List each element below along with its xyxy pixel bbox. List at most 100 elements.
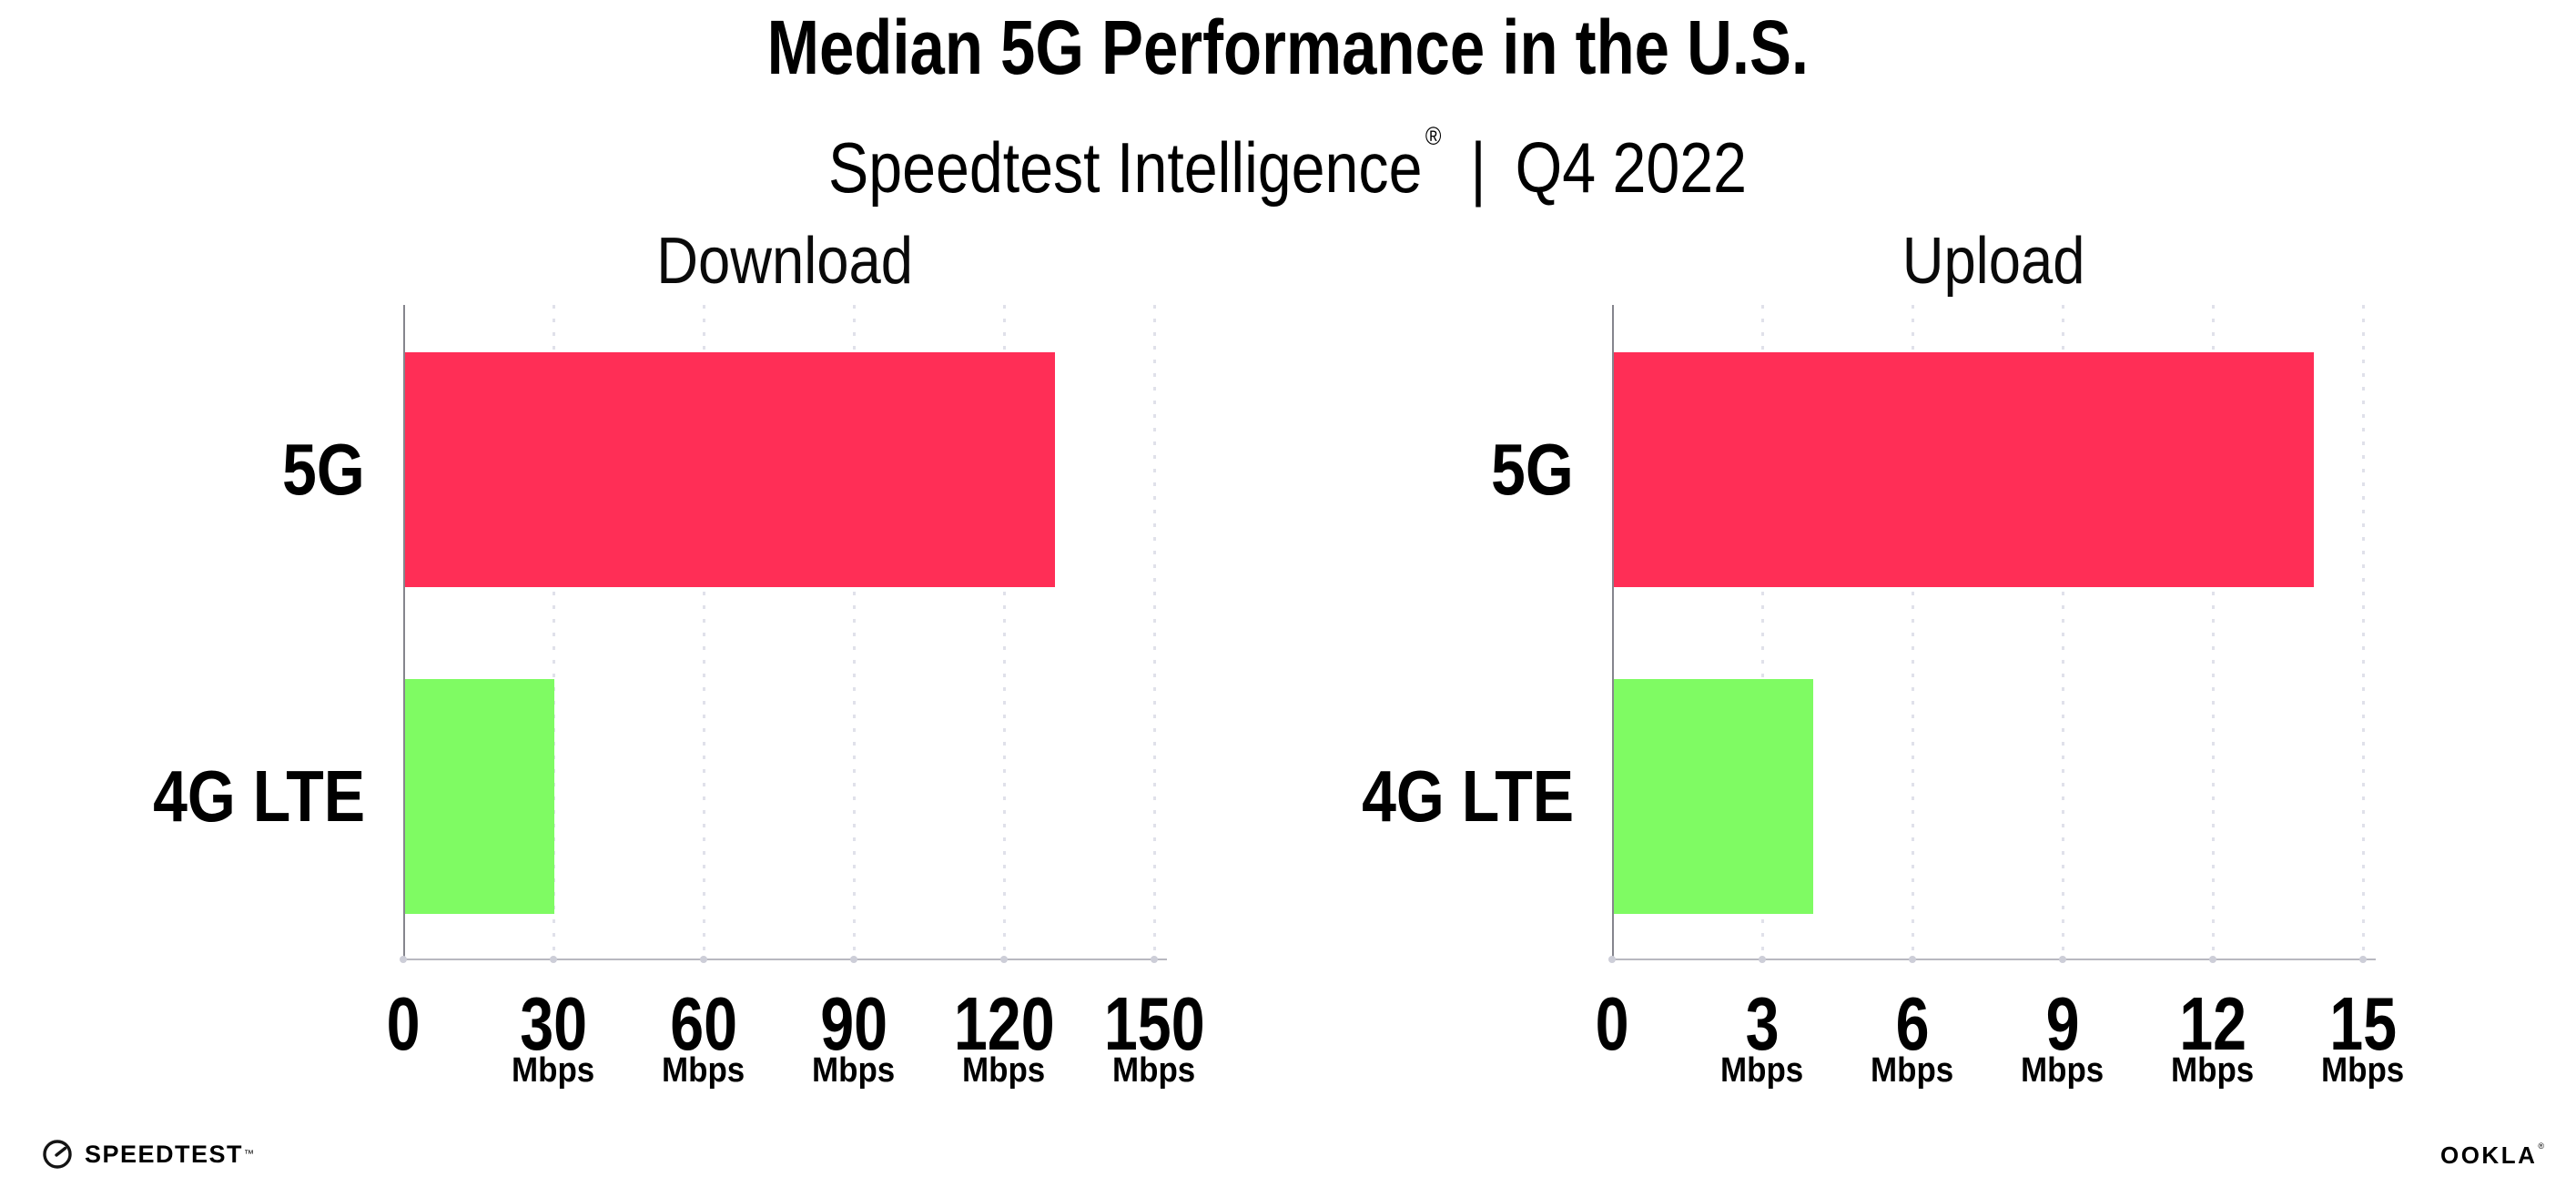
ookla-wordmark: OOKLA — [2439, 1141, 2538, 1169]
bar-5g — [1613, 352, 2314, 587]
tick-unit-3: Mbps — [1662, 1051, 1862, 1090]
gridline-6 — [1912, 305, 1914, 959]
gridline-150 — [1153, 305, 1156, 959]
gridline-120 — [1003, 305, 1006, 959]
tick-label-text: 12 — [2179, 981, 2246, 1066]
download-chart: Download 5G 4G LTE 0 30 Mbps 60 Mbps 90 Mbps 120 M… — [153, 225, 1204, 1090]
trademark-symbol: ™ — [244, 1149, 255, 1160]
tick-unit-text: Mbps — [2321, 1051, 2405, 1090]
tick-label-90: 90 — [754, 986, 954, 1062]
x-axis-line — [401, 959, 1167, 960]
bar-5g — [404, 352, 1055, 587]
chart-title: Download — [403, 225, 1167, 298]
category-label-4g-lte: 4G LTE — [83, 751, 365, 842]
axis-dot-12 — [2209, 956, 2216, 963]
subtitle-separator: | — [1470, 127, 1487, 208]
tick-unit-30: Mbps — [453, 1051, 654, 1090]
gridline-9 — [2062, 305, 2064, 959]
gridline-15 — [2362, 305, 2365, 959]
chart-title-text: Download — [656, 225, 914, 298]
gridline-90 — [853, 305, 856, 959]
category-label-text: 5G — [1491, 429, 1574, 510]
tick-unit-150: Mbps — [1054, 1051, 1254, 1090]
tick-label-12: 12 — [2113, 986, 2313, 1062]
gridline-12 — [2212, 305, 2215, 959]
subtitle-product: Speedtest Intelligence — [828, 127, 1423, 208]
tick-unit-9: Mbps — [1962, 1051, 2163, 1090]
axis-dot-9 — [2059, 956, 2066, 963]
chart-title-text: Upload — [1902, 225, 2085, 298]
tick-label-120: 120 — [904, 986, 1104, 1062]
category-label-text: 4G LTE — [1362, 756, 1574, 837]
tick-label-text: 0 — [1595, 981, 1629, 1066]
tick-unit-15: Mbps — [2263, 1051, 2463, 1090]
tick-unit-60: Mbps — [603, 1051, 804, 1090]
footer: SPEEDTEST ™ OOKLA ® — [0, 1127, 2576, 1182]
tick-unit-120: Mbps — [904, 1051, 1104, 1090]
speedtest-wordmark: SPEEDTEST — [85, 1141, 244, 1168]
y-axis-line — [403, 305, 405, 960]
tick-label-text: 9 — [2045, 981, 2080, 1066]
axis-dot-0 — [1608, 956, 1616, 963]
category-label-5g: 5G — [83, 424, 365, 515]
axis-dot-6 — [1909, 956, 1916, 963]
speedtest-logo: SPEEDTEST ™ — [41, 1138, 254, 1171]
tick-label-30: 30 — [453, 986, 654, 1062]
tick-unit-text: Mbps — [962, 1051, 1046, 1090]
upload-chart: Upload 5G 4G LTE 0 3 Mbps 6 Mbps 9 Mbps 12 Mbps 15 M… — [1362, 225, 2405, 1090]
ookla-logo: OOKLA ® — [2440, 1141, 2544, 1169]
page-subtitle: Speedtest Intelligence ® | Q4 2022 — [0, 91, 2576, 208]
axis-dot-15 — [2359, 956, 2367, 963]
tick-label-6: 6 — [1812, 986, 2013, 1062]
axis-dot-150 — [1151, 956, 1158, 963]
axis-dot-3 — [1759, 956, 1766, 963]
tick-label-text: 6 — [1895, 981, 1930, 1066]
tick-label-15: 15 — [2263, 986, 2463, 1062]
tick-label-60: 60 — [603, 986, 804, 1062]
gridline-3 — [1761, 305, 1764, 959]
tick-unit-text: Mbps — [1720, 1051, 1804, 1090]
gridline-30 — [553, 305, 555, 959]
tick-label-9: 9 — [1962, 986, 2163, 1062]
tick-unit-12: Mbps — [2113, 1051, 2313, 1090]
tick-label-text: 30 — [520, 981, 587, 1066]
tick-label-3: 3 — [1662, 986, 1862, 1062]
category-label-text: 4G LTE — [153, 756, 365, 837]
page-title: Median 5G Performance in the U.S. — [0, 5, 2576, 89]
category-label-4g-lte: 4G LTE — [1292, 751, 1574, 842]
tick-unit-text: Mbps — [2021, 1051, 2104, 1090]
tick-unit-text: Mbps — [512, 1051, 595, 1090]
category-label-text: 5G — [282, 429, 365, 510]
tick-label-text: 120 — [953, 981, 1055, 1066]
tick-unit-text: Mbps — [812, 1051, 896, 1090]
tick-label-text: 60 — [670, 981, 737, 1066]
tick-label-text: 3 — [1745, 981, 1780, 1066]
tick-label-text: 15 — [2329, 981, 2397, 1066]
tick-label-text: 150 — [1103, 981, 1205, 1066]
tick-unit-6: Mbps — [1812, 1051, 2013, 1090]
x-axis-line — [1610, 959, 2376, 960]
axis-dot-120 — [1000, 956, 1008, 963]
tick-unit-text: Mbps — [662, 1051, 745, 1090]
registered-symbol: ® — [2538, 1141, 2544, 1151]
tick-label-text: 90 — [820, 981, 887, 1066]
gridline-60 — [703, 305, 705, 959]
speedtest-gauge-icon — [43, 1140, 72, 1169]
page-title-text: Median 5G Performance in the U.S. — [766, 5, 1810, 90]
axis-dot-30 — [550, 956, 557, 963]
tick-label-0: 0 — [303, 986, 503, 1062]
tick-label-150: 150 — [1054, 986, 1254, 1062]
y-axis-line — [1612, 305, 1614, 960]
bar-4g-lte — [1613, 679, 1813, 914]
axis-dot-90 — [850, 956, 857, 963]
tick-unit-text: Mbps — [1871, 1051, 1954, 1090]
tick-label-0: 0 — [1512, 986, 1712, 1062]
subtitle-period: Q4 2022 — [1516, 127, 1748, 208]
tick-unit-text: Mbps — [2171, 1051, 2255, 1090]
chart-title: Upload — [1612, 225, 2376, 298]
axis-dot-0 — [400, 956, 407, 963]
bar-4g-lte — [404, 679, 554, 914]
category-label-5g: 5G — [1292, 424, 1574, 515]
tick-unit-90: Mbps — [754, 1051, 954, 1090]
